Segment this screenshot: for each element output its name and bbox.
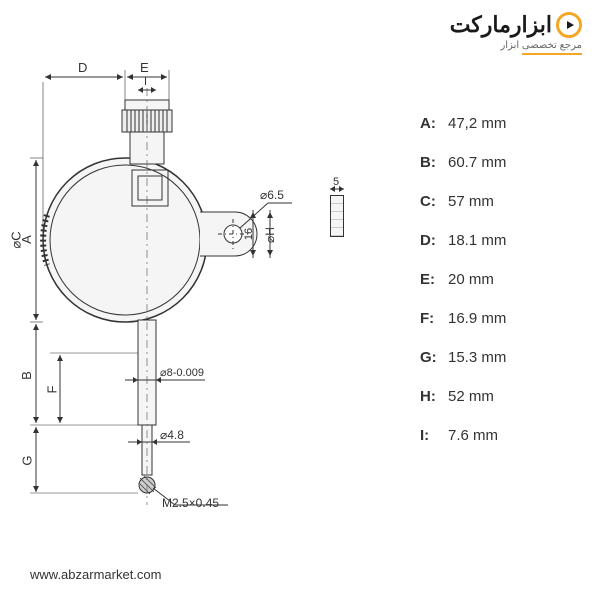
spec-key: I: (420, 427, 448, 444)
dim-d8: ⌀8-0.009 (160, 366, 204, 379)
spec-row: B:60.7 mm (420, 154, 560, 171)
brand-logo: ابزارمارکت مرجع تخصصی ابزار (450, 12, 582, 55)
dim-oc: ⌀C (9, 231, 25, 248)
spec-row: G:15.3 mm (420, 349, 560, 366)
spec-val: 7.6 mm (448, 427, 498, 444)
spec-val: 15.3 mm (448, 349, 506, 366)
dim-thread: M2.5×0.45 (162, 496, 219, 510)
drawing-svg (30, 60, 350, 530)
dim-f: F (44, 386, 59, 394)
logo-main: ابزارمارکت (450, 12, 582, 38)
spec-row: I:7.6 mm (420, 427, 560, 444)
dim-e: E (140, 60, 149, 75)
dim-g: G (20, 455, 35, 465)
specs-list: A:47,2 mm B:60.7 mm C:57 mm D:18.1 mm E:… (420, 115, 560, 466)
dim-i: I (144, 76, 147, 88)
spec-row: F:16.9 mm (420, 310, 560, 327)
website-url: www.abzarmarket.com (30, 567, 161, 582)
dim-16: 16 (243, 228, 255, 240)
spec-val: 18.1 mm (448, 232, 506, 249)
spec-key: D: (420, 232, 448, 249)
dim-b: B (19, 371, 34, 380)
dim-d65: ⌀6.5 (260, 188, 284, 202)
dim-d: D (78, 60, 87, 75)
spec-val: 52 mm (448, 388, 494, 405)
spec-row: E:20 mm (420, 271, 560, 288)
spec-key: F: (420, 310, 448, 327)
logo-icon (556, 12, 582, 38)
logo-subtitle: مرجع تخصصی ابزار (450, 40, 582, 51)
spec-key: B: (420, 154, 448, 171)
spec-row: A:47,2 mm (420, 115, 560, 132)
dim-d48: ⌀4.8 (160, 428, 184, 442)
dim-5-line (326, 184, 352, 194)
spec-row: C:57 mm (420, 193, 560, 210)
spec-val: 16.9 mm (448, 310, 506, 327)
spec-row: H:52 mm (420, 388, 560, 405)
spec-val: 60.7 mm (448, 154, 506, 171)
spec-key: G: (420, 349, 448, 366)
spec-val: 20 mm (448, 271, 494, 288)
spec-key: A: (420, 115, 448, 132)
spec-key: E: (420, 271, 448, 288)
logo-underline (522, 53, 582, 55)
spec-val: 57 mm (448, 193, 494, 210)
spec-key: H: (420, 388, 448, 405)
spec-row: D:18.1 mm (420, 232, 560, 249)
spec-key: C: (420, 193, 448, 210)
technical-drawing: D E I A ⌀C B F G ⌀6.5 16 ⌀H ⌀8-0.009 ⌀4.… (30, 60, 350, 530)
logo-text: ابزارمارکت (450, 12, 552, 38)
spec-val: 47,2 mm (448, 115, 506, 132)
dim-oh: ⌀H (263, 227, 277, 243)
side-section (330, 195, 344, 237)
